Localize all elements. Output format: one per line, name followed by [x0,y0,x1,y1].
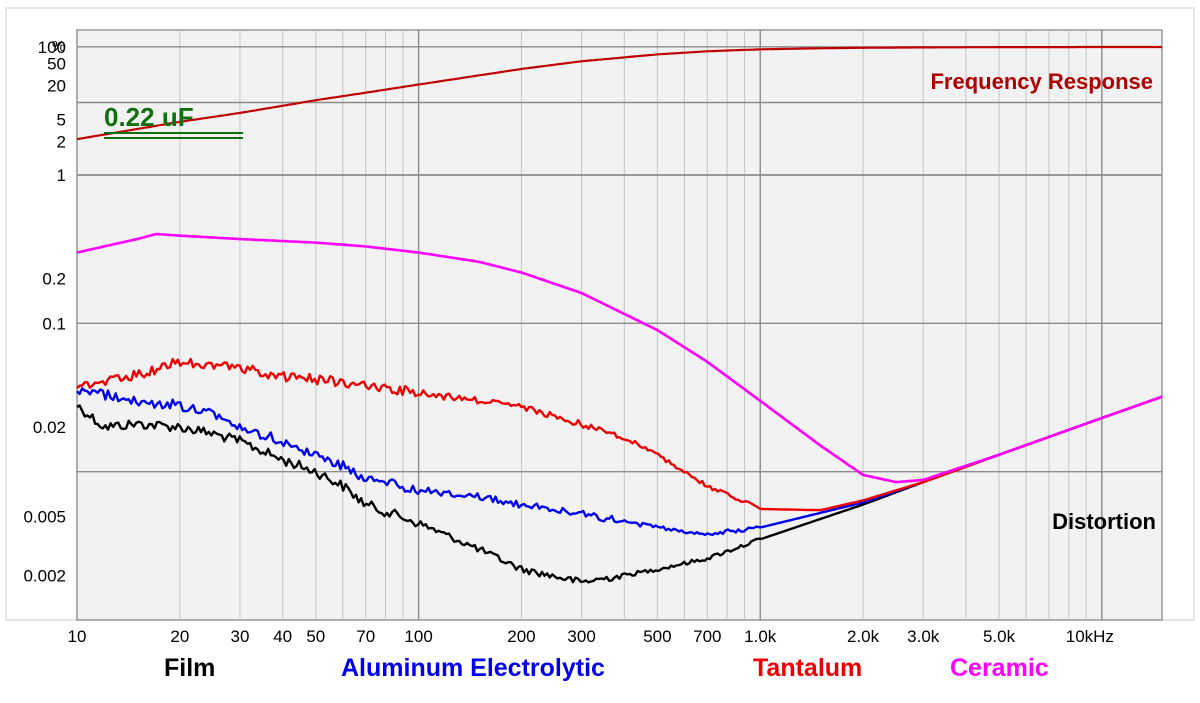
series-line-frequency-response [76,45,1162,141]
x-tick-label: 5.0k [983,627,1016,646]
x-tick-label: 10kHz [1066,627,1114,646]
x-tick-label: 10 [68,627,87,646]
y-unit-label: % [52,38,65,55]
series-line-ceramic [76,232,1163,484]
y-tick-label: 0.2 [42,270,66,289]
distortion-label: Distortion [1052,509,1156,534]
x-tick-label: 3.0k [907,627,940,646]
frequency-response-label: Frequency Response [930,69,1153,94]
legend-film: Film [164,654,216,682]
y-tick-label: 0.002 [23,566,66,585]
legend-tantalum: Tantalum [753,654,863,682]
x-tick-label: 70 [356,627,375,646]
x-tick-label: 50 [306,627,325,646]
legend-aluminum-electrolytic: Aluminum Electrolytic [341,654,605,682]
y-tick-label: 100 [38,38,66,57]
capacitance-label: 0.22 uF [104,102,194,132]
series-lines [76,45,1163,584]
x-tick-label: 100 [404,627,432,646]
y-tick-label: 0.005 [23,507,66,526]
y-tick-label: 50 [47,55,66,74]
y-tick-label: 1 [57,166,66,185]
y-tick-label: 5 [57,110,66,129]
x-tick-label: 1.0k [744,627,777,646]
x-tick-label: 2.0k [847,627,880,646]
grid-lines [76,30,1162,620]
y-tick-label: 0.02 [33,418,66,437]
y-tick-label: 2 [57,132,66,151]
x-tick-label: 300 [567,627,595,646]
x-tick-labels: 10 20 30 40 50 70 100 200 300 500 700 1.0k 2.0k 3.0k 5… [68,627,1114,646]
x-tick-label: 200 [507,627,535,646]
y-tick-label: 20 [47,77,66,96]
x-tick-label: 30 [231,627,250,646]
x-tick-label: 500 [643,627,671,646]
x-tick-label: 20 [170,627,189,646]
x-tick-label: 700 [693,627,721,646]
legend-ceramic: Ceramic [950,654,1049,682]
x-tick-label: 40 [273,627,292,646]
y-tick-label: 0.1 [42,314,66,333]
